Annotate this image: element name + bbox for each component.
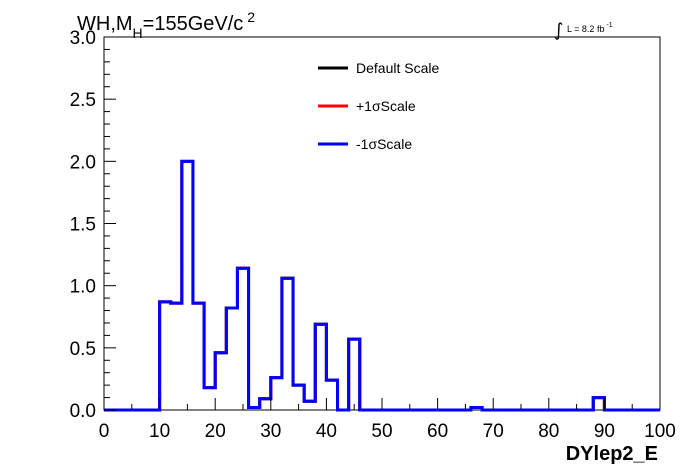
- legend-label-2: +1σScale: [356, 98, 416, 114]
- chart-title: WH,MH=155GeV/c 2: [77, 9, 255, 41]
- series-line-1: [104, 159, 660, 412]
- x-axis-title: DYlep2_E: [566, 443, 658, 465]
- luminosity-text: L = 8.2 fb: [567, 24, 604, 34]
- luminosity-exponent: -1: [606, 22, 612, 29]
- title-process: WH,M: [77, 13, 133, 35]
- legend-label-1: Default Scale: [356, 60, 439, 76]
- x-tick-label: 50: [371, 421, 392, 442]
- y-tick-label: 3.0: [70, 28, 96, 49]
- plot-frame: [103, 36, 661, 411]
- y-tick-label: 1.0: [70, 277, 96, 298]
- series-line-2: [104, 159, 660, 412]
- y-tick-label: 1.5: [70, 215, 96, 236]
- title-exponent: 2: [247, 9, 255, 25]
- title-mass: =155GeV/c: [143, 13, 244, 35]
- title-subscript: H: [133, 25, 143, 41]
- y-tick-label: 0.5: [70, 339, 96, 360]
- x-tick-label: 70: [483, 421, 504, 442]
- x-tick-label: 10: [149, 421, 170, 442]
- series-line-3: [104, 159, 660, 412]
- x-tick-label: 0: [99, 421, 110, 442]
- series-layer: [104, 159, 660, 412]
- luminosity-label: L = 8.2 fb -1: [567, 22, 613, 34]
- y-tick-label: 2.0: [70, 152, 96, 173]
- y-tick-label: 0.0: [70, 401, 96, 422]
- x-tick-label: 20: [205, 421, 226, 442]
- x-tick-label: 80: [538, 421, 559, 442]
- y-tick-label: 2.5: [70, 90, 96, 111]
- x-tick-label: 60: [427, 421, 448, 442]
- legend-label-3: -1σScale: [356, 136, 412, 152]
- legend: Default Scale +1σScale -1σScale: [318, 60, 439, 152]
- x-tick-label: 90: [594, 421, 615, 442]
- x-tick-label: 30: [260, 421, 281, 442]
- x-tick-label: 40: [316, 421, 337, 442]
- integral-symbol: ∫: [554, 20, 563, 41]
- x-tick-label: 100: [644, 421, 676, 442]
